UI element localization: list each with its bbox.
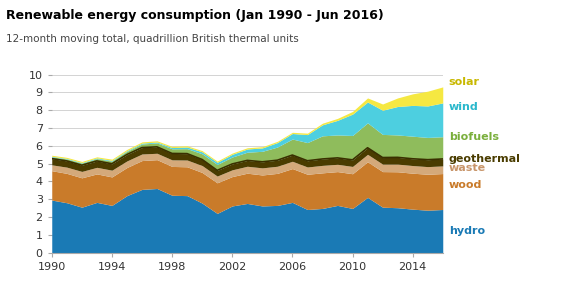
Text: wind: wind — [448, 102, 478, 112]
Text: 12-month moving total, quadrillion British thermal units: 12-month moving total, quadrillion Briti… — [6, 34, 298, 44]
Text: solar: solar — [448, 77, 480, 87]
Text: wood: wood — [448, 180, 482, 190]
Text: waste: waste — [448, 163, 486, 173]
Text: hydro: hydro — [448, 226, 485, 236]
Text: Renewable energy consumption (Jan 1990 - Jun 2016): Renewable energy consumption (Jan 1990 -… — [6, 9, 384, 22]
Text: biofuels: biofuels — [448, 132, 499, 142]
Text: geothermal: geothermal — [448, 154, 520, 164]
